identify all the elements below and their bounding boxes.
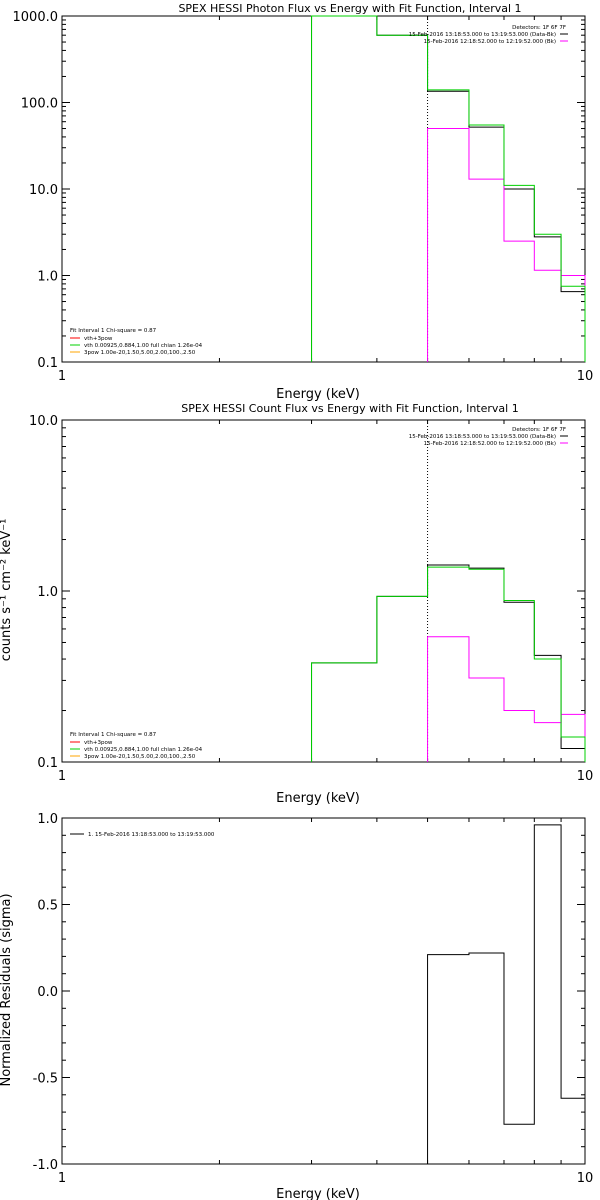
legend-vth-label: vth 0.00925,0.884,1.00 full chian 1.26e-… <box>84 343 203 349</box>
y-tick-label: 1000.0 <box>13 10 59 25</box>
photon-flux-title: SPEX HESSI Photon Flux vs Energy with Fi… <box>178 2 521 15</box>
photon-flux-xlabel: Energy (keV) <box>276 387 360 402</box>
legend-data-interval: 15-Feb-2016 13:18:53.000 to 13:19:53.000… <box>409 434 556 440</box>
legend-pow-label: 3pow 1.00e-20,1.50,5.00,2.00,100.,2.50 <box>84 754 196 760</box>
count-flux-plot-area: 1 10 0.1 1.0 10.0 <box>29 414 593 784</box>
legend-fit-interval: Fit Interval 1 Chi-square = 0.87 <box>70 328 157 334</box>
y-tick-label: 100.0 <box>21 97 58 112</box>
y-tick-label: -1.0 <box>33 1158 58 1173</box>
legend-detectors: Detectors: 1F 6F 7F <box>512 427 566 433</box>
series-data-bk <box>311 564 586 762</box>
series-vth-3pow <box>311 566 586 762</box>
residuals-legend: 1. 15-Feb-2016 13:18:53.000 to 13:19:53.… <box>70 832 215 838</box>
x-tick-label: 1 <box>58 1171 66 1186</box>
plot-frame <box>61 817 586 1165</box>
count-flux-legend: Detectors: 1F 6F 7F 15-Feb-2016 13:18:53… <box>70 427 568 760</box>
series-bk <box>427 128 586 362</box>
legend-data-interval: 15-Feb-2016 13:18:53.000 to 13:19:53.000… <box>409 32 556 38</box>
legend-pow-label: 3pow 1.00e-20,1.50,5.00,2.00,100.,2.50 <box>84 350 196 356</box>
y-tick-label: 0.1 <box>37 756 58 771</box>
y-tick-label: 1.0 <box>37 812 58 827</box>
x-tick-label: 10 <box>577 1171 594 1186</box>
y-tick-label: 1.0 <box>37 270 58 285</box>
count-flux-ylabel: counts s⁻¹ cm⁻² keV⁻¹ <box>0 519 14 662</box>
legend-detectors: Detectors: 1F 6F 7F <box>512 25 566 31</box>
y-tick-label: 0.1 <box>37 356 58 371</box>
y-tick-label: 0.5 <box>37 899 58 914</box>
legend-total-label: vth+3pow <box>84 740 113 746</box>
residuals-plot-area: 1 10 -1.0 -0.5 0.0 0.5 1.0 <box>33 812 594 1186</box>
residuals-xlabel: Energy (keV) <box>276 1187 360 1200</box>
photon-flux-panel: SPEX HESSI Photon Flux vs Energy with Fi… <box>13 2 594 402</box>
legend-bk-interval: 15-Feb-2016 12:18:52.000 to 12:19:52.000… <box>424 39 556 45</box>
legend-residual-label: 1. 15-Feb-2016 13:18:53.000 to 13:19:53.… <box>88 832 215 838</box>
x-tick-label: 10 <box>577 369 594 384</box>
series-bk <box>427 636 586 762</box>
series-vth-3pow <box>311 15 586 362</box>
residuals-ylabel: Normalized Residuals (sigma) <box>0 893 14 1086</box>
photon-flux-legend: Detectors: 1F 6F 7F 15-Feb-2016 13:18:53… <box>70 25 568 356</box>
x-tick-label: 10 <box>577 769 594 784</box>
series-data-bk <box>311 15 586 362</box>
legend-vth-label: vth 0.00925,0.884,1.00 full chian 1.26e-… <box>84 747 203 753</box>
y-tick-label: 1.0 <box>37 585 58 600</box>
y-tick-label: -0.5 <box>33 1072 58 1087</box>
y-tick-label: 10.0 <box>29 183 58 198</box>
series-1-15-feb-2016-13-18-53-000-to-13-19-53-000 <box>427 824 586 1164</box>
count-flux-title: SPEX HESSI Count Flux vs Energy with Fit… <box>181 402 518 415</box>
x-tick-label: 1 <box>58 369 66 384</box>
x-tick-label: 1 <box>58 769 66 784</box>
residuals-panel: Energy (keV) Normalized Residuals (sigma… <box>0 812 593 1200</box>
count-flux-panel: SPEX HESSI Count Flux vs Energy with Fit… <box>0 402 593 806</box>
photon-flux-plot-area: 1 10 0.1 1.0 10.0 100.0 1000.0 <box>13 10 594 384</box>
y-tick-label: 10.0 <box>29 414 58 429</box>
y-tick-label: 0.0 <box>37 985 58 1000</box>
legend-fit-interval: Fit Interval 1 Chi-square = 0.87 <box>70 732 157 738</box>
legend-bk-interval: 15-Feb-2016 12:18:52.000 to 12:19:52.000… <box>424 441 556 447</box>
legend-total-label: vth+3pow <box>84 336 113 342</box>
count-flux-xlabel: Energy (keV) <box>276 791 360 806</box>
